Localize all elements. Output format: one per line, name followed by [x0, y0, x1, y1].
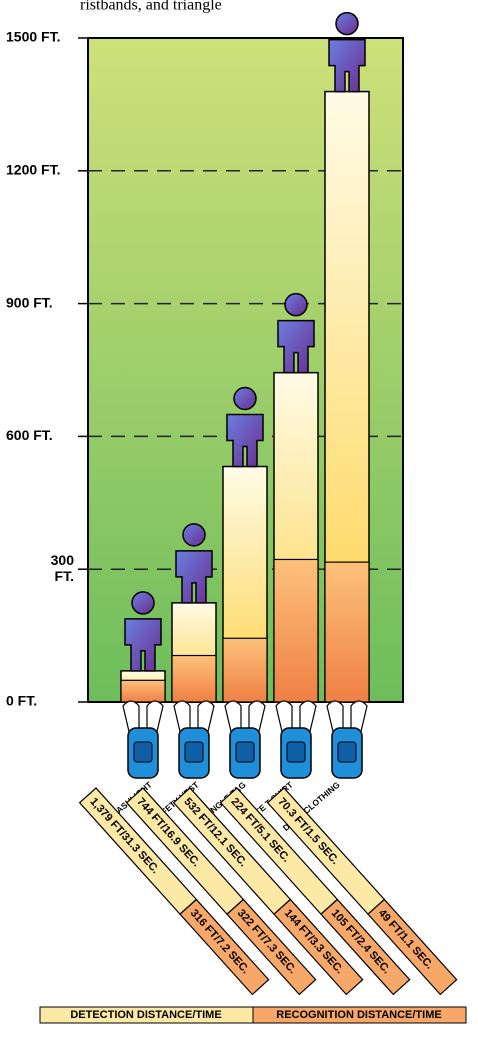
car-icon — [123, 701, 163, 778]
person-head — [234, 388, 256, 410]
y-tick-label: 900 FT. — [6, 294, 53, 310]
y-tick-label: 0 FT. — [6, 693, 37, 709]
recognition-bar — [223, 638, 267, 702]
car-roof — [185, 742, 203, 762]
recognition-bar — [172, 656, 216, 702]
car-roof — [134, 742, 152, 762]
person-head — [285, 294, 307, 316]
person-head — [183, 524, 205, 546]
recognition-bar — [325, 562, 369, 702]
person-head — [132, 592, 154, 614]
car-roof — [287, 742, 305, 762]
legend-label: RECOGNITION DISTANCE/TIME — [276, 1009, 441, 1021]
y-tick-label: 1500 FT. — [6, 29, 60, 45]
car-roof — [338, 742, 356, 762]
car-roof — [236, 742, 254, 762]
car-icon — [174, 701, 214, 778]
chart: ristbands, and triangle 0 FT. 300FT. 600 F… — [0, 0, 478, 1049]
car-icon — [276, 701, 316, 778]
car-icon — [327, 701, 367, 778]
person-head — [336, 13, 358, 35]
value-strip: 532 FT/12.1 SEC.144 FT/3.3 SEC. — [174, 788, 363, 994]
recognition-bar — [121, 680, 165, 702]
car-icon — [225, 701, 265, 778]
caption: ristbands, and triangle — [80, 0, 222, 14]
legend-label: DETECTION DISTANCE/TIME — [70, 1009, 221, 1021]
page: {"caption":"ristbands, and triangle", "c… — [0, 0, 478, 1049]
y-tick-label: 600 FT. — [6, 427, 53, 443]
recognition-bar — [274, 559, 318, 702]
y-tick-label: 1200 FT. — [6, 162, 60, 178]
